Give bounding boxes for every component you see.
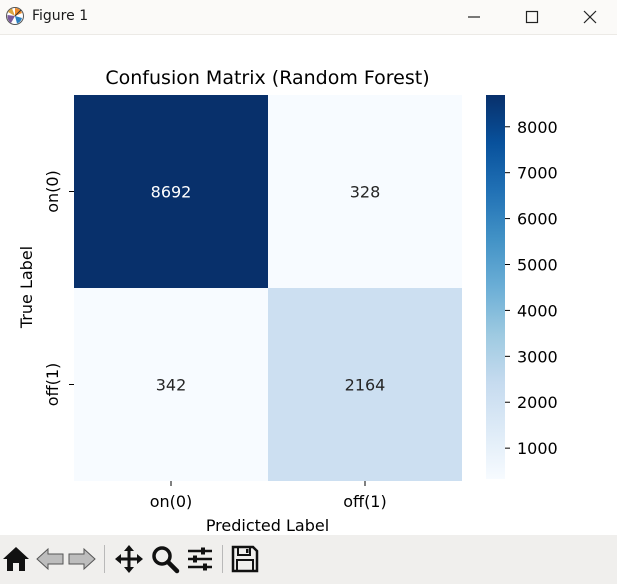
cell-value-label: 328: [350, 183, 381, 202]
close-icon: [583, 10, 597, 24]
y-tick-label: on(0): [43, 170, 62, 213]
colorbar-tick-label: 1000: [517, 439, 558, 458]
toolbar-separator: [104, 545, 105, 573]
home-button[interactable]: [0, 543, 32, 575]
heatmap-cell: [268, 288, 462, 481]
toolbar-separator: [222, 545, 223, 573]
heatmap-cell: [268, 95, 462, 288]
window-title: Figure 1: [32, 8, 89, 24]
cell-value-label: 342: [156, 376, 187, 395]
colorbar-tick-label: 7000: [517, 164, 558, 183]
chart-title: Confusion Matrix (Random Forest): [105, 67, 429, 89]
heatmap-cell: [74, 288, 268, 481]
heatmap-cell: [74, 95, 268, 288]
forward-button[interactable]: [66, 543, 98, 575]
navigation-toolbar: [0, 535, 617, 584]
maximize-icon: [525, 10, 539, 24]
zoom-icon: [152, 546, 180, 574]
matplotlib-icon: [6, 7, 24, 25]
x-axis-label: Predicted Label: [206, 516, 329, 535]
cell-value-label: 8692: [151, 183, 192, 202]
pan-button[interactable]: [113, 543, 145, 575]
confusion-matrix-chart: Confusion Matrix (Random Forest) 8692 328…: [17, 67, 558, 535]
cell-value-label: 2164: [345, 376, 386, 395]
maximize-button[interactable]: [509, 0, 555, 34]
configure-subplots-button[interactable]: [184, 543, 216, 575]
configure-icon: [188, 547, 212, 571]
home-icon: [3, 547, 29, 571]
pan-icon: [115, 545, 143, 573]
colorbar-tick-label: 2000: [517, 393, 558, 412]
window-titlebar[interactable]: Figure 1: [0, 0, 617, 35]
x-tick-label: off(1): [343, 492, 386, 511]
save-button[interactable]: [229, 543, 261, 575]
colorbar-tick-label: 3000: [517, 347, 558, 366]
colorbar: [486, 95, 505, 479]
y-tick-label: off(1): [43, 363, 62, 406]
close-button[interactable]: [567, 0, 613, 34]
colorbar-tick-label: 6000: [517, 210, 558, 229]
zoom-button[interactable]: [149, 543, 181, 575]
forward-icon: [68, 547, 96, 571]
back-button[interactable]: [34, 543, 66, 575]
save-icon: [231, 545, 259, 573]
colorbar-tick-label: 4000: [517, 301, 558, 320]
y-axis-label: True Label: [17, 246, 36, 329]
figure-canvas[interactable]: Confusion Matrix (Random Forest) 8692 328…: [0, 35, 617, 535]
colorbar-tick-label: 5000: [517, 256, 558, 275]
colorbar-tick-label: 8000: [517, 118, 558, 137]
x-tick-label: on(0): [150, 492, 193, 511]
minimize-icon: [468, 16, 480, 18]
minimize-button[interactable]: [451, 0, 497, 34]
back-icon: [36, 547, 64, 571]
